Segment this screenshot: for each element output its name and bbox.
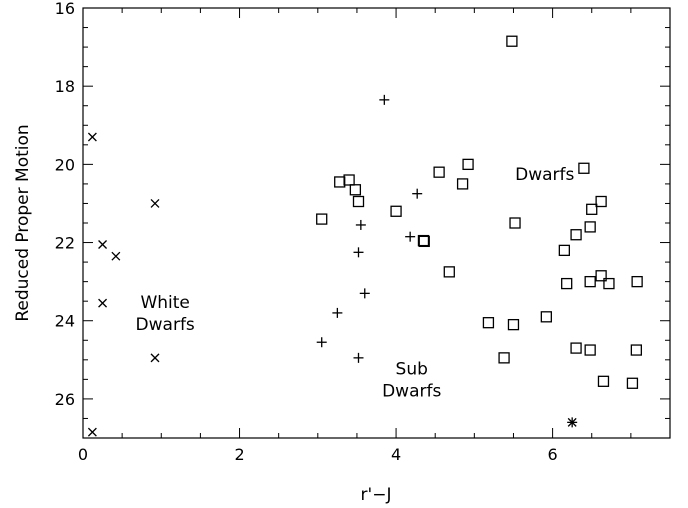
plot-frame <box>82 7 671 439</box>
square-point <box>316 213 328 225</box>
plus-point <box>353 352 364 363</box>
square-point <box>570 229 582 241</box>
square-point <box>443 266 455 278</box>
square-point <box>352 195 365 208</box>
y-axis-title: Reduced Proper Motion <box>13 124 33 321</box>
y-tick-label: 20 <box>55 155 75 174</box>
x-tick-label: 2 <box>234 445 244 464</box>
chart-annotations: Dwarfs White Dwarfs Sub Dwarfs <box>136 165 575 401</box>
square-point <box>509 217 521 229</box>
square-point <box>578 162 590 174</box>
data-points <box>87 35 643 437</box>
x-tick-label: 0 <box>78 445 88 464</box>
plus-point <box>355 219 366 230</box>
square-point <box>540 311 552 323</box>
square-point <box>417 234 430 247</box>
plus-point <box>332 307 343 318</box>
square-point <box>418 235 430 248</box>
x-point <box>150 198 160 208</box>
annotation-label: Sub Dwarfs <box>382 359 441 401</box>
square-point <box>462 158 474 171</box>
square-point <box>390 205 402 217</box>
square-point <box>584 275 596 288</box>
square-point <box>433 166 445 178</box>
axis-ticks <box>82 7 671 439</box>
square-point <box>561 277 573 290</box>
annotation-label: Dwarfs <box>515 165 574 185</box>
plus-point <box>405 231 416 242</box>
x-point <box>111 251 121 261</box>
y-tick-label: 26 <box>55 390 75 409</box>
x-tick-label: 6 <box>548 445 558 464</box>
square-point <box>584 344 596 356</box>
y-tick-label: 18 <box>55 77 75 96</box>
square-point <box>570 342 582 354</box>
y-tick-label: 24 <box>55 312 75 331</box>
square-point <box>584 221 596 233</box>
square-point <box>630 344 642 356</box>
x-point <box>87 132 97 142</box>
square-point <box>595 195 607 208</box>
y-tick-label: 16 <box>55 0 75 18</box>
square-point <box>507 318 520 331</box>
square-point <box>626 377 639 389</box>
x-point <box>87 427 97 437</box>
square-point <box>603 277 615 290</box>
square-point <box>586 203 598 215</box>
annotation-label: White Dwarfs <box>136 293 195 335</box>
square-point <box>349 184 362 196</box>
plus-point <box>353 247 364 258</box>
square-point <box>558 244 570 257</box>
square-point <box>343 174 355 186</box>
x-point <box>98 240 108 249</box>
square-point <box>456 178 469 190</box>
square-point <box>631 275 643 288</box>
x-axis-title: r'−J <box>361 485 392 504</box>
square-point <box>597 375 610 387</box>
square-point <box>595 270 607 282</box>
x-point <box>150 353 160 363</box>
plus-point <box>379 94 390 105</box>
x-tick-label: 4 <box>391 445 401 464</box>
square-point <box>334 176 346 188</box>
asterisk-point <box>567 417 578 428</box>
plus-point <box>412 188 423 199</box>
plus-point <box>316 337 327 348</box>
square-point <box>498 352 510 364</box>
x-point <box>98 298 108 308</box>
square-point <box>506 35 518 47</box>
y-tick-label: 22 <box>55 234 75 253</box>
plus-point <box>359 288 370 299</box>
square-point <box>482 317 495 329</box>
